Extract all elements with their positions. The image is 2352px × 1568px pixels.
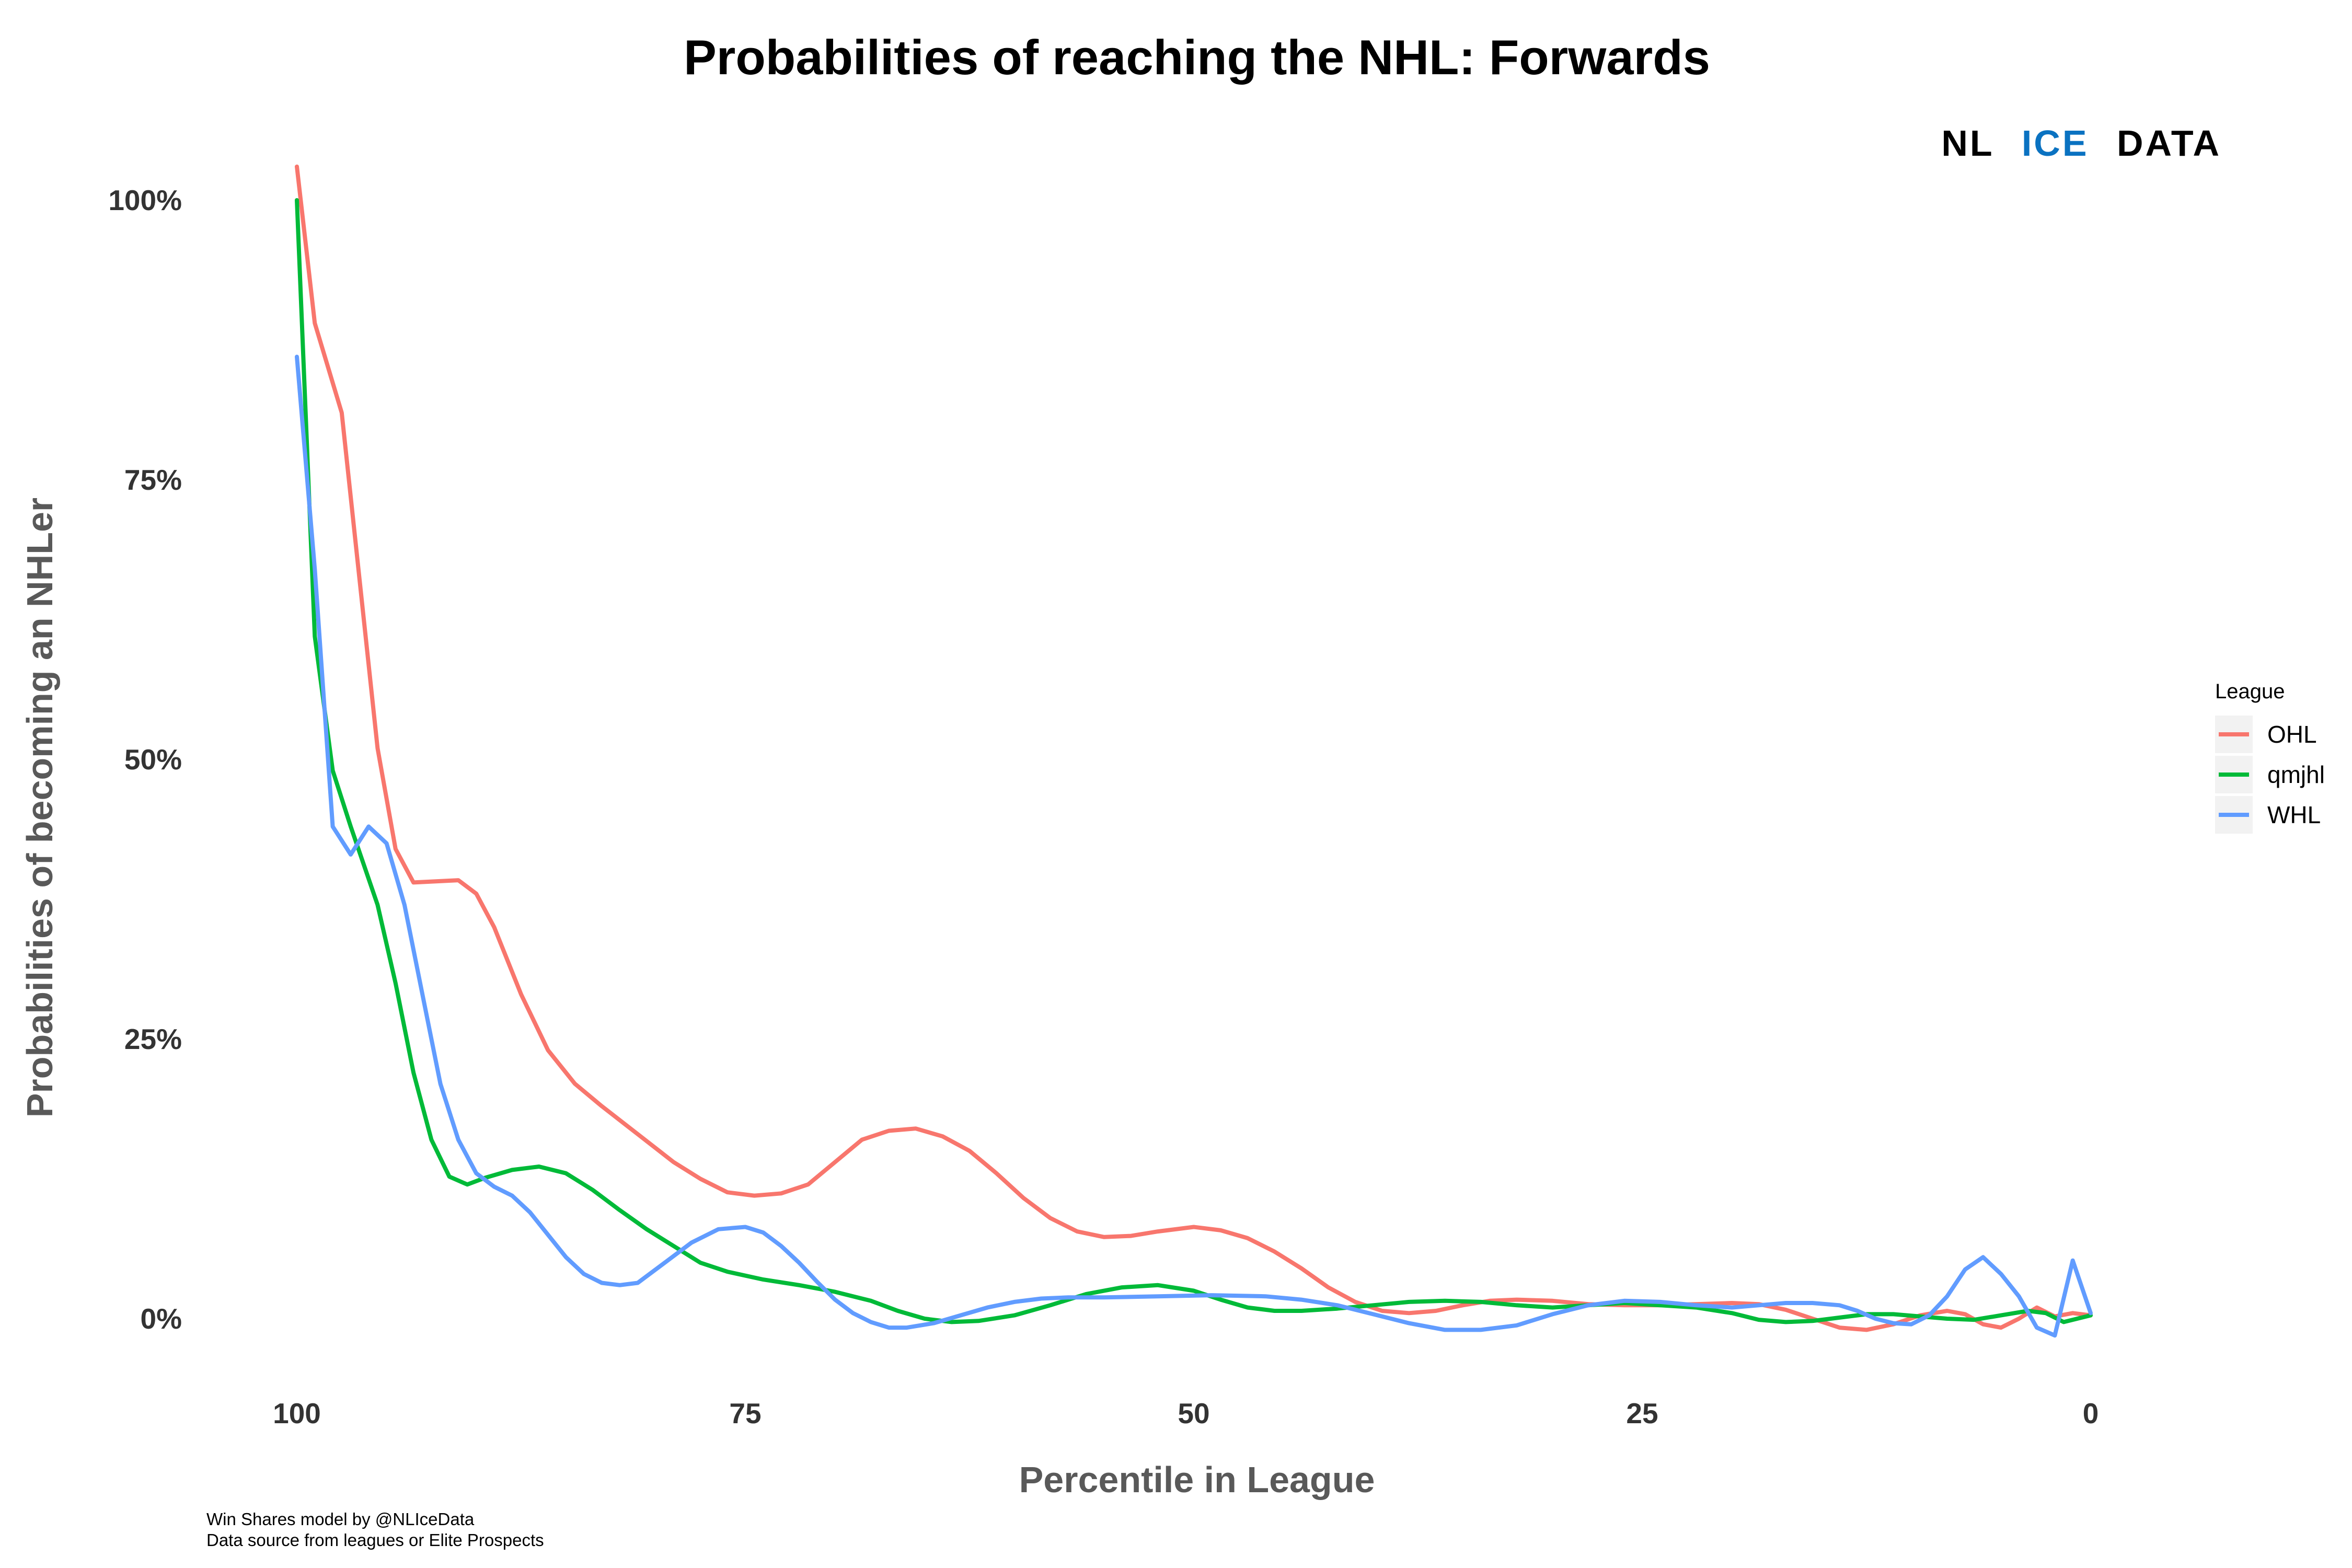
- series-line-whl: [295, 354, 2093, 1338]
- x-tick-label: 0: [2083, 1397, 2099, 1429]
- x-axis-ticks: 100 75 50 25 0: [273, 1397, 2099, 1429]
- y-tick-label: 25%: [124, 1023, 182, 1055]
- logo-part-data: DATA: [2117, 123, 2221, 164]
- x-tick-label: 75: [729, 1397, 761, 1429]
- y-tick-label: 100%: [108, 184, 182, 216]
- y-axis-title: Probabilities of becoming an NHLer: [19, 498, 60, 1117]
- caption-line-2: Data source from leagues or Elite Prospe…: [206, 1530, 544, 1550]
- logo-part-ice: ICE: [2022, 123, 2089, 164]
- logo-part-nl: NL: [1941, 123, 1993, 164]
- caption-line-1: Win Shares model by @NLIceData: [206, 1509, 475, 1529]
- y-tick-label: 75%: [124, 464, 182, 496]
- x-axis-title: Percentile in League: [1019, 1459, 1375, 1500]
- series-line-ohl: [295, 164, 2093, 1332]
- plot-area: [295, 164, 2093, 1338]
- legend-title: League: [2215, 680, 2285, 703]
- series-line-qmjhl: [295, 198, 2093, 1324]
- x-tick-label: 50: [1178, 1397, 1209, 1429]
- x-tick-label: 100: [273, 1397, 321, 1429]
- brand-logo: NL ICE DATA: [1941, 123, 2221, 164]
- x-tick-label: 25: [1626, 1397, 1658, 1429]
- y-tick-label: 50%: [124, 743, 182, 776]
- legend-label-qmjhl: qmjhl: [2267, 761, 2325, 788]
- legend-label-ohl: OHL: [2267, 721, 2317, 748]
- y-tick-label: 0%: [141, 1302, 182, 1335]
- legend-items: OHL qmjhl WHL: [2215, 716, 2325, 834]
- chart-title: Probabilities of reaching the NHL: Forwa…: [684, 30, 1710, 85]
- legend: League OHL qmjhl WHL: [2215, 680, 2325, 834]
- y-axis-ticks: 0% 25% 50% 75% 100%: [108, 184, 182, 1335]
- legend-label-whl: WHL: [2267, 801, 2321, 828]
